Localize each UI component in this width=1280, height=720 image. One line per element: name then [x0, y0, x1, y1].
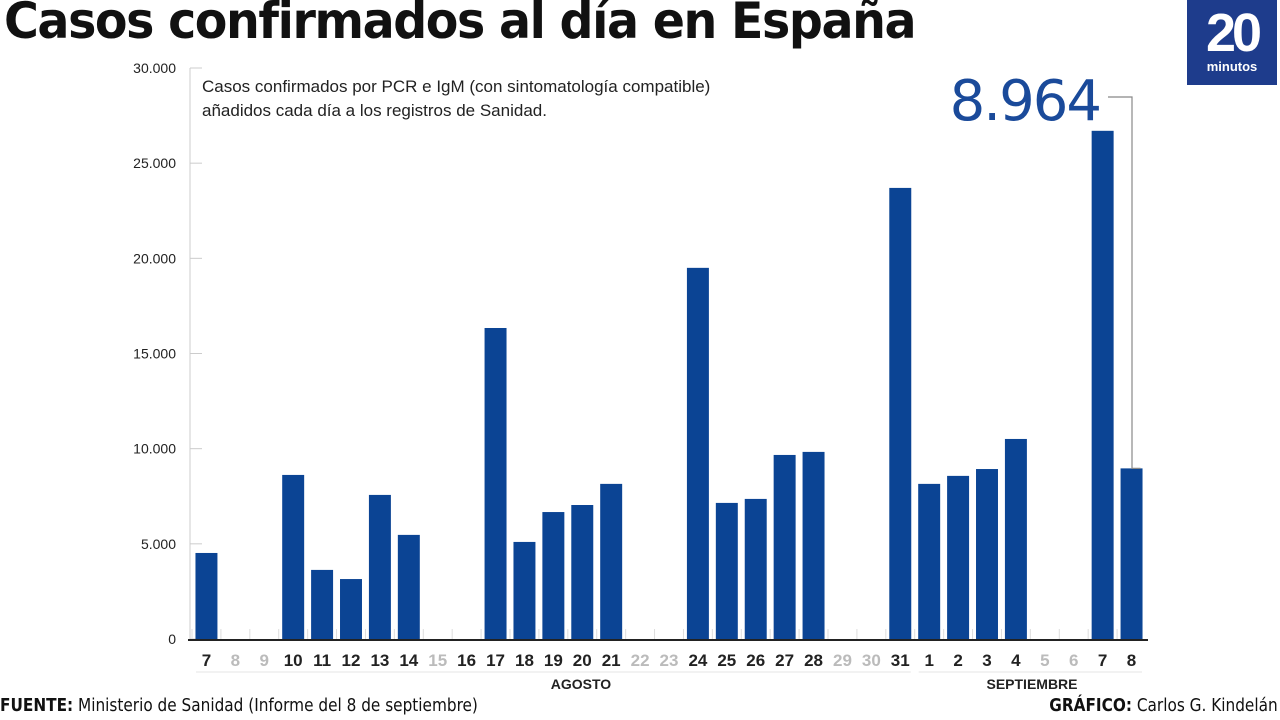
y-tick-label: 10.000 — [133, 441, 176, 457]
credit-label: GRÁFICO: — [1049, 695, 1133, 716]
x-tick-label: 9 — [260, 651, 269, 670]
x-tick-label: 8 — [231, 651, 240, 670]
annotation: 8.964 — [950, 69, 1141, 469]
bar — [947, 475, 970, 639]
bar — [744, 498, 767, 639]
x-tick-label: 19 — [544, 651, 563, 670]
x-tick-label: 16 — [457, 651, 476, 670]
bar — [340, 579, 362, 639]
month-label: AGOSTO — [551, 676, 612, 692]
source-text: Ministerio de Sanidad (Informe del 8 de … — [73, 695, 478, 716]
logo-word: minutos — [1206, 59, 1258, 74]
x-tick-label: 15 — [428, 651, 447, 670]
bar — [311, 569, 334, 639]
bar — [368, 494, 391, 639]
credit-note: GRÁFICO: Carlos G. Kindelán — [1050, 695, 1278, 716]
bar — [513, 541, 536, 639]
chart-title: Casos confirmados al día en España — [4, 0, 917, 50]
x-tick-label: 27 — [775, 651, 794, 670]
20minutos-logo: 20 minutos — [1187, 0, 1277, 85]
x-tick-label: 28 — [804, 651, 823, 670]
x-tick-label: 22 — [631, 651, 650, 670]
bar — [976, 469, 998, 639]
x-tick-label: 11 — [313, 651, 331, 670]
credit-text: Carlos G. Kindelán — [1132, 695, 1278, 716]
bar — [1091, 130, 1114, 639]
x-tick-label: 24 — [688, 651, 707, 670]
subtitle-line: Casos confirmados por PCR e IgM (con sin… — [202, 77, 710, 96]
y-tick-label: 0 — [168, 631, 176, 647]
bar — [715, 502, 738, 639]
x-tick-label: 4 — [1011, 651, 1021, 670]
x-tick-label: 12 — [342, 651, 361, 670]
x-tick-label: 7 — [202, 651, 211, 670]
logo-number: 20 — [1205, 3, 1262, 63]
subtitle-line: añadidos cada día a los registros de San… — [202, 101, 547, 120]
bar — [686, 267, 709, 639]
bars — [191, 130, 1143, 639]
bar — [195, 552, 218, 639]
bar — [1004, 438, 1027, 639]
y-tick-label: 5.000 — [141, 536, 176, 552]
source-label: FUENTE: — [0, 695, 74, 716]
x-tick-label: 7 — [1098, 651, 1107, 670]
bar — [542, 512, 565, 639]
x-tick-label: 26 — [746, 651, 765, 670]
bar — [484, 327, 507, 639]
x-tick-label: 8 — [1127, 651, 1136, 670]
bar — [397, 534, 420, 639]
bar — [802, 451, 825, 639]
bar — [773, 454, 796, 639]
y-axis: 0 5.000 10.000 15.000 20.000 25.000 30.000 — [133, 60, 202, 647]
annotation-value: 8.964 — [950, 69, 1100, 134]
month-label: SEPTIEMBRE — [986, 676, 1077, 692]
x-tick-label: 3 — [982, 651, 991, 670]
x-tick-label: 10 — [284, 651, 303, 670]
x-tick-label: 1 — [924, 651, 933, 670]
bar — [918, 483, 941, 639]
x-tick-label: 23 — [660, 651, 679, 670]
y-tick-label: 25.000 — [133, 155, 176, 171]
y-tick-label: 20.000 — [133, 250, 176, 266]
bar — [600, 483, 623, 639]
source-note: FUENTE: Ministerio de Sanidad (Informe d… — [0, 695, 478, 716]
x-axis: 7 8 9 10 11 12 13 14 15 16 17 18 19 20 21 22 23 24 25 26 27 2… — [188, 639, 1148, 692]
x-tick-label: 29 — [833, 651, 852, 670]
x-tick-label: 20 — [573, 651, 592, 670]
x-tick-label: 5 — [1040, 651, 1049, 670]
x-tick-label: 25 — [717, 651, 736, 670]
bar — [282, 474, 305, 639]
bar — [889, 187, 912, 639]
y-tick-label: 15.000 — [133, 346, 176, 362]
x-tick-label: 18 — [515, 651, 534, 670]
annotation-leader-line — [1108, 96, 1141, 469]
x-tick-label: 21 — [602, 651, 621, 670]
bar — [1120, 468, 1143, 639]
x-tick-label: 14 — [399, 651, 418, 670]
chart-subtitle: Casos confirmados por PCR e IgM (con sin… — [202, 77, 710, 120]
x-tick-label: 31 — [891, 651, 910, 670]
x-tick-label: 2 — [953, 651, 962, 670]
bar — [571, 505, 594, 639]
x-tick-label: 6 — [1069, 651, 1078, 670]
y-tick-label: 30.000 — [133, 60, 176, 76]
x-tick-label: 13 — [370, 651, 389, 670]
x-tick-label: 17 — [486, 651, 505, 670]
x-tick-label: 30 — [862, 651, 881, 670]
